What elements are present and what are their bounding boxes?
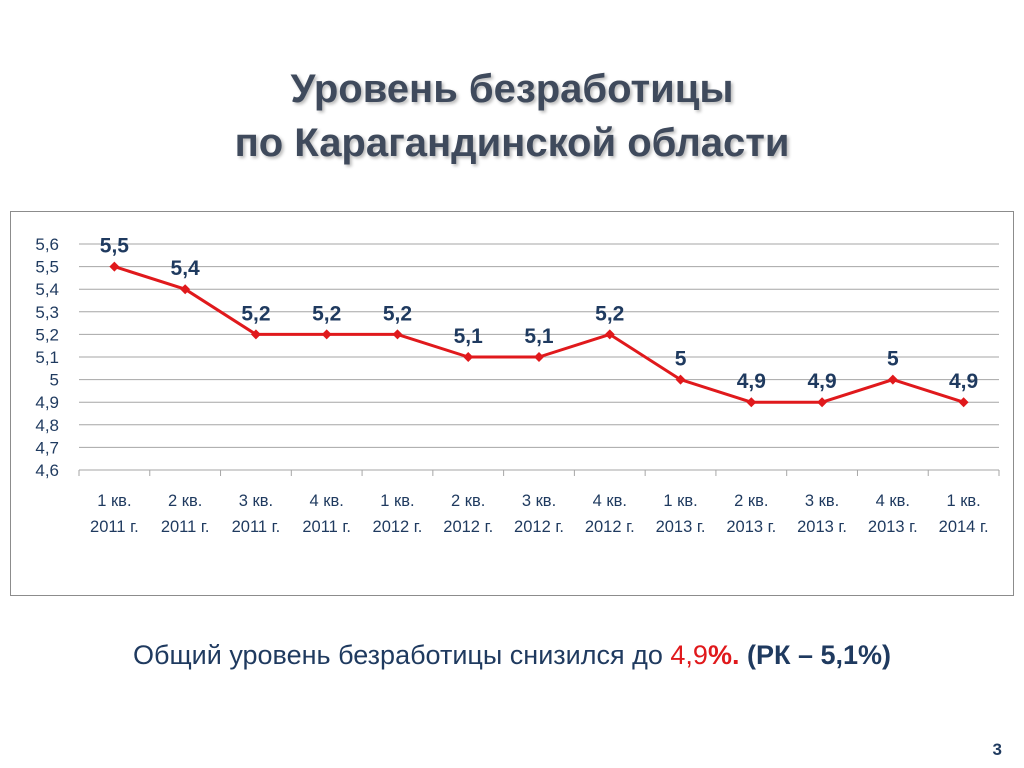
x-tick-label: 4 кв. 2011 г. bbox=[302, 492, 351, 536]
data-label: 4,9 bbox=[737, 370, 766, 393]
summary-prefix: Общий уровень безработицы снизился до bbox=[132, 640, 671, 670]
data-point-marker bbox=[534, 352, 544, 362]
data-label: 5,2 bbox=[241, 302, 270, 325]
slide-title: Уровень безработицы по Карагандинской об… bbox=[0, 62, 1024, 170]
data-point-marker bbox=[958, 397, 969, 408]
x-tick-label: 1 кв. 2013 г. bbox=[656, 492, 706, 536]
data-label: 4,9 bbox=[807, 370, 836, 393]
y-tick-label: 5,5 bbox=[35, 258, 59, 277]
x-tick-label: 4 кв. 2012 г. bbox=[585, 492, 635, 536]
data-label: 5 bbox=[887, 348, 899, 371]
data-label: 5,2 bbox=[312, 302, 341, 325]
data-point-marker bbox=[463, 352, 474, 362]
y-tick-label: 4,7 bbox=[35, 438, 59, 457]
data-point-marker bbox=[887, 374, 898, 385]
summary-comparison: (РК – 5,1%) bbox=[739, 640, 892, 670]
page-number: 3 bbox=[992, 740, 1002, 759]
data-label: 5,1 bbox=[454, 325, 484, 348]
data-label: 5 bbox=[675, 348, 687, 371]
data-point-marker bbox=[675, 374, 686, 385]
chart-frame: 4,6 4,7 4,8 4,9 5 5,1 5,2 5,3 5,4 5,5 5,6 1 кв. 2011… bbox=[10, 211, 1014, 596]
data-point-marker bbox=[180, 284, 191, 295]
y-tick-label: 4,8 bbox=[35, 416, 59, 435]
summary-text: Общий уровень безработицы снизился до 4,… bbox=[0, 640, 1024, 671]
x-tick-label: 3 кв. 2012 г. bbox=[514, 492, 564, 536]
data-label: 5,4 bbox=[171, 257, 201, 280]
y-tick-label: 5,2 bbox=[35, 325, 59, 344]
data-label: 5,2 bbox=[383, 302, 412, 325]
summary-percent: %. bbox=[707, 640, 740, 670]
x-tick-label: 4 кв. 2013 г. bbox=[868, 492, 918, 536]
data-point-marker bbox=[746, 397, 757, 408]
data-point-marker bbox=[109, 261, 120, 272]
y-tick-label: 4,9 bbox=[35, 393, 59, 412]
y-tick-label: 4,6 bbox=[35, 461, 59, 480]
x-tick-label: 1 кв. 2014 г. bbox=[939, 492, 989, 536]
x-tick-label: 2 кв. 2011 г. bbox=[161, 492, 210, 536]
y-tick-label: 5,4 bbox=[35, 280, 59, 299]
data-label: 5,5 bbox=[100, 235, 130, 258]
x-tick-label: 3 кв. 2013 г. bbox=[797, 492, 847, 536]
y-tick-label: 5 bbox=[50, 371, 59, 390]
data-point-marker bbox=[392, 329, 403, 340]
data-point-marker bbox=[321, 329, 332, 340]
data-point-marker bbox=[250, 329, 261, 340]
summary-value: 4,9 bbox=[670, 640, 708, 670]
data-label: 4,9 bbox=[949, 370, 978, 393]
y-tick-label: 5,6 bbox=[35, 235, 59, 254]
data-label: 5,1 bbox=[524, 325, 554, 348]
data-point-marker bbox=[817, 397, 828, 408]
unemployment-line-chart: 4,6 4,7 4,8 4,9 5 5,1 5,2 5,3 5,4 5,5 5,6 1 кв. 2011… bbox=[35, 235, 1000, 536]
x-tick-label: 1 кв. 2012 г. bbox=[373, 492, 423, 536]
x-tick-label: 3 кв. 2011 г. bbox=[232, 492, 281, 536]
data-point-marker bbox=[604, 329, 615, 340]
y-tick-label: 5,1 bbox=[35, 348, 59, 367]
slide-title-line-2: по Карагандинской области bbox=[234, 121, 790, 165]
x-tick-label: 2 кв. 2013 г. bbox=[726, 492, 776, 536]
x-tick-label: 1 кв. 2011 г. bbox=[90, 492, 139, 536]
data-label: 5,2 bbox=[595, 302, 624, 325]
y-tick-label: 5,3 bbox=[35, 303, 59, 322]
x-tick-label: 2 кв. 2012 г. bbox=[443, 492, 493, 536]
slide-title-line-1: Уровень безработицы bbox=[290, 67, 734, 111]
